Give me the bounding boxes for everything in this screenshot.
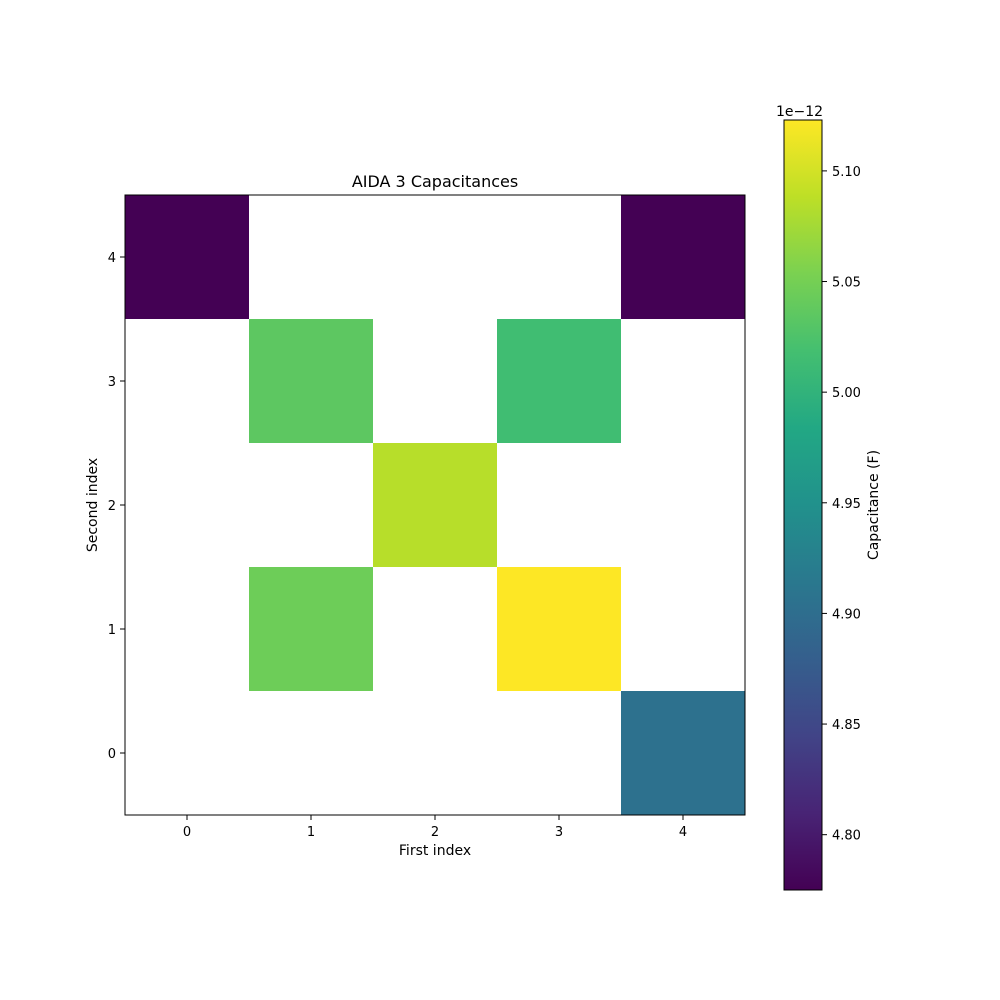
heatmap-cell [373,443,497,567]
colorbar-tick-label: 4.95 [832,497,861,512]
colorbar-ticks: 4.80 4.85 4.90 4.95 5.00 5.05 5.10 [822,165,861,844]
x-axis-ticks: 0 1 2 3 4 [183,815,687,840]
y-tick-label: 3 [108,375,116,390]
colorbar-tick-label: 4.80 [832,829,861,844]
colorbar-tick-label: 5.10 [832,165,861,180]
colorbar [783,119,823,891]
heatmap-cell [497,567,621,691]
heatmap-cells [125,195,745,815]
x-tick-label: 1 [307,825,315,840]
colorbar-tick-label: 4.90 [832,607,861,622]
heatmap-cell [621,195,745,319]
y-axis-label: Second index [85,458,101,552]
x-tick-label: 4 [679,825,687,840]
chart-title: AIDA 3 Capacitances [352,172,518,191]
heatmap-cell [621,691,745,815]
heatmap-cell [497,319,621,443]
colorbar-tick-label: 4.85 [832,718,861,733]
x-tick-label: 3 [555,825,563,840]
y-tick-label: 0 [108,747,116,762]
y-tick-label: 1 [108,623,116,638]
heatmap-cell [249,319,373,443]
heatmap-cell [125,195,249,319]
y-tick-label: 4 [108,251,116,266]
x-tick-label: 2 [431,825,439,840]
colorbar-label: Capacitance (F) [866,450,882,560]
y-axis-ticks: 0 1 2 3 4 [108,251,125,762]
x-axis-label: First index [399,843,471,859]
x-tick-label: 0 [183,825,191,840]
y-tick-label: 2 [108,499,116,514]
colorbar-tick-label: 5.05 [832,276,861,291]
colorbar-tick-label: 5.00 [832,386,861,401]
colorbar-offset-text: 1e−12 [776,104,823,120]
heatmap-cell [249,567,373,691]
